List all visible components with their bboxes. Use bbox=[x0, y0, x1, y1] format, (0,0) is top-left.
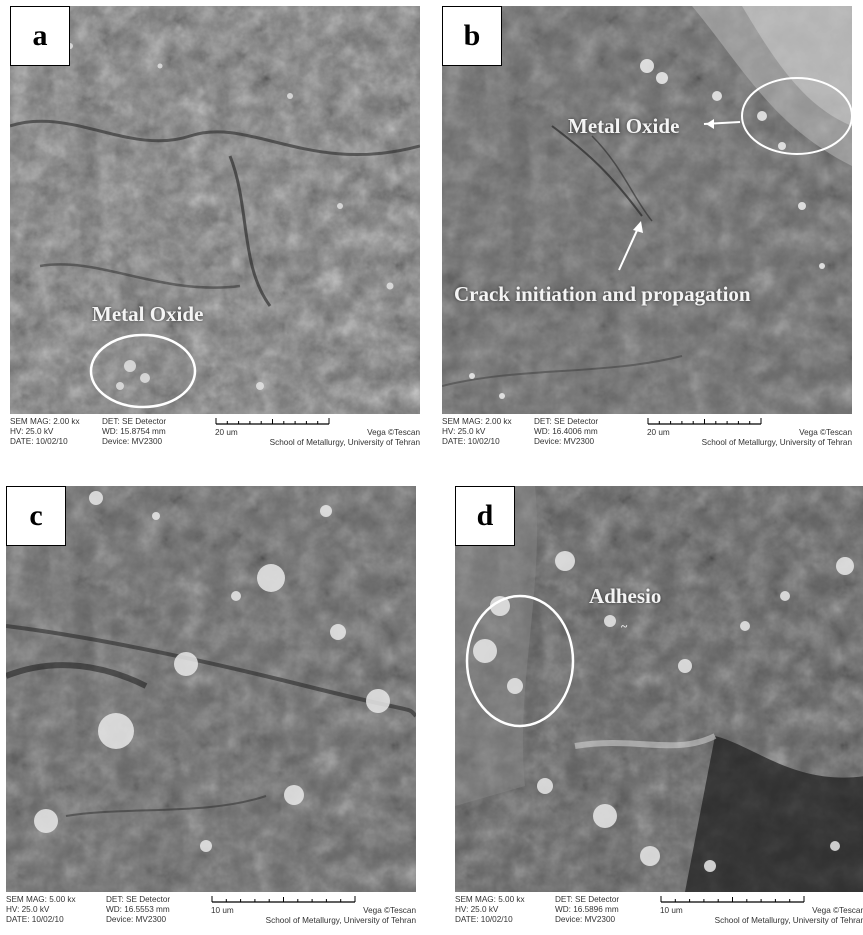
scale-bar bbox=[647, 418, 762, 425]
scale-bar bbox=[660, 896, 805, 903]
working-distance-text: WD: 16.4006 mm bbox=[534, 427, 598, 436]
scale-bar bbox=[215, 418, 330, 425]
working-distance-text: WD: 15.8754 mm bbox=[102, 427, 166, 436]
scale-label: 20 um bbox=[215, 428, 238, 437]
device-text: Device: MV2300 bbox=[555, 915, 616, 924]
device-text: Device: MV2300 bbox=[106, 915, 167, 924]
voltage-text: HV: 25.0 kV bbox=[455, 905, 499, 914]
detector-text: DET: SE Detector bbox=[534, 417, 599, 426]
working-distance-text: WD: 16.5553 mm bbox=[106, 905, 170, 914]
working-distance-text: WD: 16.5896 mm bbox=[555, 905, 619, 914]
micrograph-texture bbox=[6, 486, 416, 892]
detector-text: DET: SE Detector bbox=[102, 417, 167, 426]
institution-text: School of Metallurgy, University of Tehr… bbox=[701, 438, 852, 447]
device-text: Device: MV2300 bbox=[102, 437, 163, 446]
institution-text: School of Metallurgy, University of Tehr… bbox=[265, 916, 416, 925]
brand-text: Vega ©Tescan bbox=[363, 906, 416, 915]
scale-bar bbox=[211, 896, 356, 903]
detector-text: DET: SE Detector bbox=[106, 895, 171, 904]
sem-databar: SEM MAG: 2.00 kx HV: 25.0 kV DATE: 10/02… bbox=[442, 414, 852, 452]
micrograph-texture bbox=[455, 486, 863, 892]
panel-label-a: a bbox=[10, 6, 70, 66]
sem-micrograph-a: a Metal Oxide bbox=[10, 6, 420, 414]
panel-label-b: b bbox=[442, 6, 502, 66]
panel-label-c: c bbox=[6, 486, 66, 546]
sem-databar: SEM MAG: 5.00 kx HV: 25.0 kV DATE: 10/02… bbox=[455, 892, 863, 930]
sem-micrograph-d: d Adhesio ~ bbox=[455, 486, 863, 892]
date-text: DATE: 10/02/10 bbox=[455, 915, 513, 924]
annotation-crack: Crack initiation and propagation bbox=[454, 282, 751, 306]
micrograph-texture bbox=[442, 6, 852, 414]
panel-label-d: d bbox=[455, 486, 515, 546]
date-text: DATE: 10/02/10 bbox=[10, 437, 68, 446]
annotation-adhesion: Adhesio bbox=[589, 584, 662, 608]
scale-label: 10 um bbox=[660, 906, 683, 915]
detector-text: DET: SE Detector bbox=[555, 895, 620, 904]
sem-micrograph-b: b Metal Oxide Crack initiation and propa… bbox=[442, 6, 852, 414]
voltage-text: HV: 25.0 kV bbox=[442, 427, 486, 436]
magnification-text: SEM MAG: 2.00 kx bbox=[10, 417, 80, 426]
magnification-text: SEM MAG: 5.00 kx bbox=[455, 895, 525, 904]
panel-d: d Adhesio ~ SEM MAG: 5.00 kx HV: 25.0 kV… bbox=[455, 486, 863, 930]
sem-databar: SEM MAG: 2.00 kx HV: 25.0 kV DATE: 10/02… bbox=[10, 414, 420, 452]
voltage-text: HV: 25.0 kV bbox=[10, 427, 54, 436]
magnification-text: SEM MAG: 2.00 kx bbox=[442, 417, 512, 426]
scale-label: 10 um bbox=[211, 906, 234, 915]
panel-c: c SEM MAG: 5.00 kx HV: 25.0 kV DATE: 10/… bbox=[6, 486, 416, 930]
date-text: DATE: 10/02/10 bbox=[442, 437, 500, 446]
date-text: DATE: 10/02/10 bbox=[6, 915, 64, 924]
sem-micrograph-c: c bbox=[6, 486, 416, 892]
brand-text: Vega ©Tescan bbox=[812, 906, 863, 915]
annotation-metal-oxide: Metal Oxide bbox=[568, 114, 680, 138]
device-text: Device: MV2300 bbox=[534, 437, 595, 446]
magnification-text: SEM MAG: 5.00 kx bbox=[6, 895, 76, 904]
panel-a: a Metal Oxide SEM MAG: 2.00 kx HV: 25.0 … bbox=[10, 6, 420, 452]
panel-b: b Metal Oxide Crack initiation and propa… bbox=[442, 6, 852, 452]
micrograph-texture bbox=[10, 6, 420, 414]
brand-text: Vega ©Tescan bbox=[799, 428, 852, 437]
brand-text: Vega ©Tescan bbox=[367, 428, 420, 437]
scale-label: 20 um bbox=[647, 428, 670, 437]
institution-text: School of Metallurgy, University of Tehr… bbox=[269, 438, 420, 447]
institution-text: School of Metallurgy, University of Tehr… bbox=[714, 916, 863, 925]
annotation-metal-oxide: Metal Oxide bbox=[92, 302, 204, 326]
voltage-text: HV: 25.0 kV bbox=[6, 905, 50, 914]
sem-databar: SEM MAG: 5.00 kx HV: 25.0 kV DATE: 10/02… bbox=[6, 892, 416, 930]
